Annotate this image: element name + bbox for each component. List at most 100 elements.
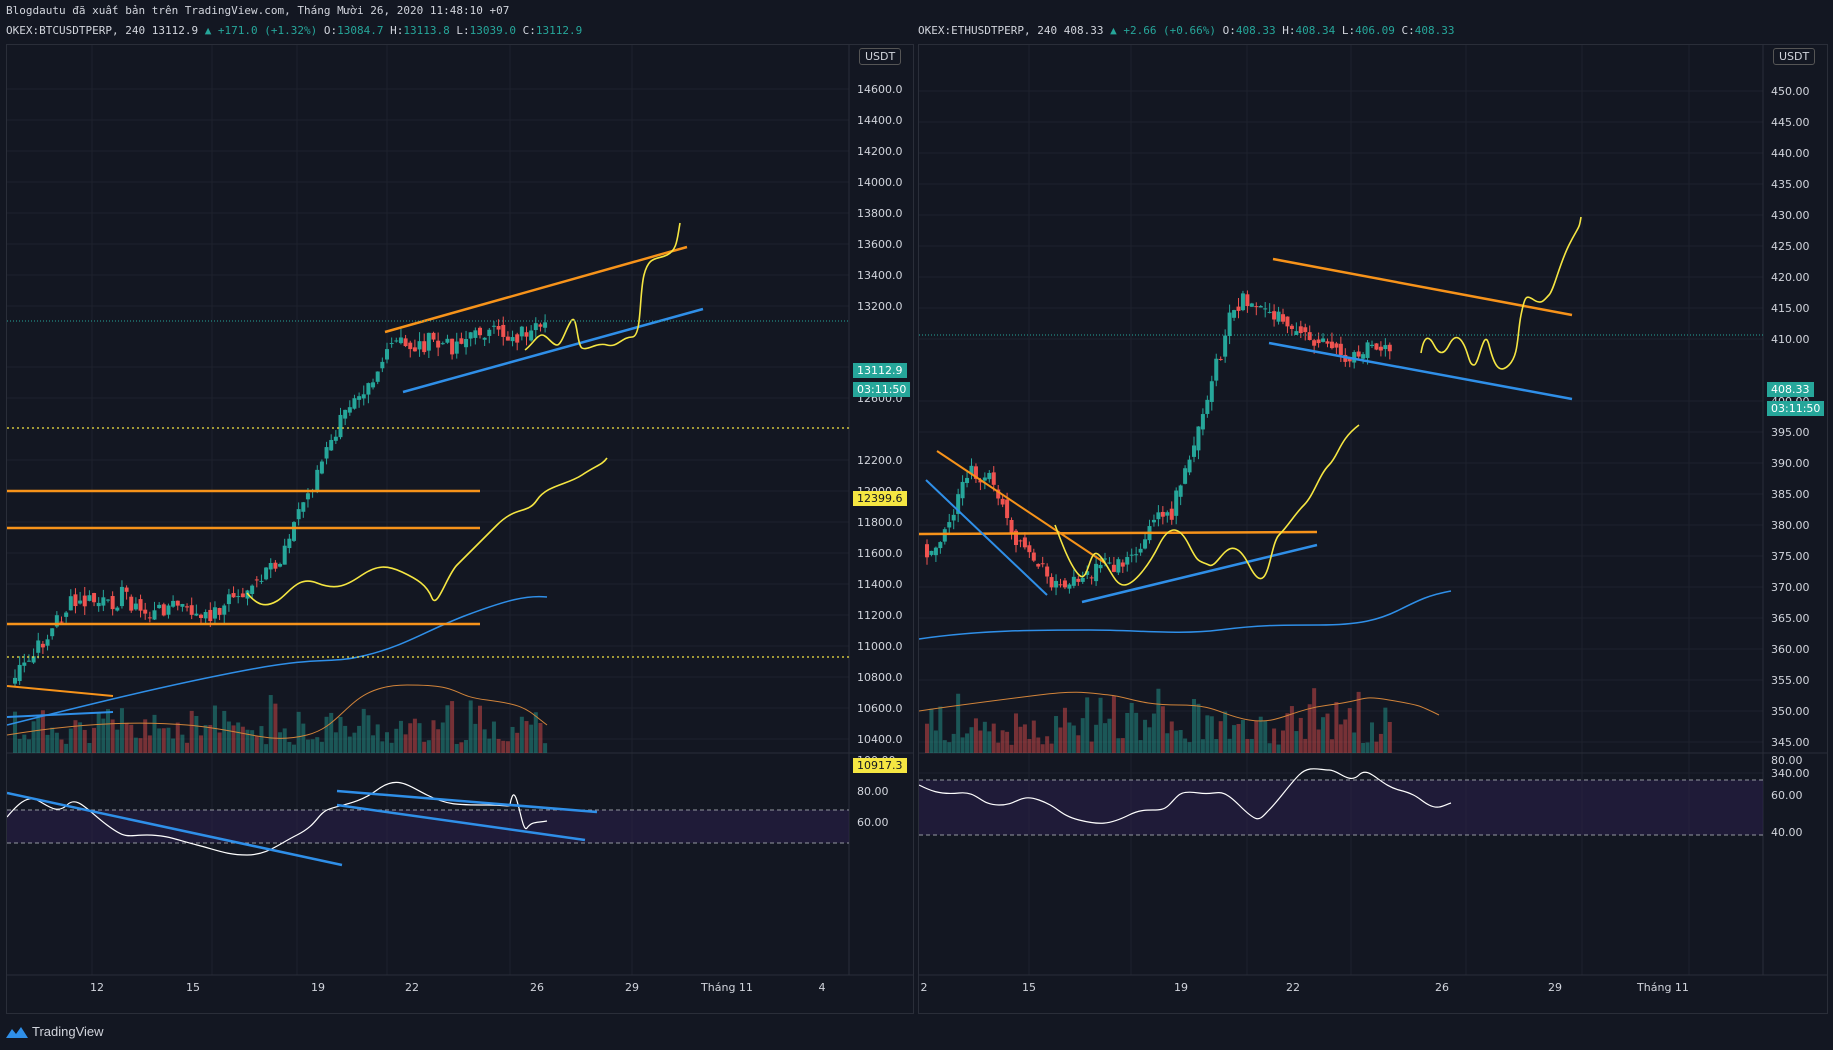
candle [1076, 578, 1081, 582]
volume-bar [1361, 742, 1366, 753]
volume-bar [385, 732, 389, 753]
price-axis-label: 445.00 [1771, 116, 1810, 129]
volume-bar [1000, 730, 1005, 753]
volume-bar [1027, 738, 1032, 753]
volume-bar [1352, 732, 1357, 753]
volume-bar [68, 728, 73, 753]
candle [124, 587, 129, 592]
candle [1338, 343, 1343, 356]
candle [1183, 468, 1188, 484]
volume-bar [515, 732, 520, 753]
volume-bar [1370, 722, 1374, 753]
btc-symbol-line: OKEX:BTCUSDTPERP, 240 13112.9 ▲ +171.0 (… [6, 24, 582, 37]
volume-bar [329, 712, 334, 753]
volume-bar [78, 722, 83, 753]
volume-bar [115, 729, 120, 753]
volume-bar [347, 736, 352, 753]
candle [1062, 580, 1067, 588]
price-axis-label: 425.00 [1771, 240, 1810, 253]
volume-bar [1298, 717, 1303, 753]
volume-bar [487, 738, 492, 753]
volume-bar [1294, 731, 1299, 753]
candle [175, 600, 180, 606]
candle [287, 538, 292, 549]
tradingview-brand[interactable]: TradingView [6, 1024, 104, 1039]
candle [22, 662, 27, 666]
eth-chart-canvas[interactable]: 450.00 445.00 440.00 435.00 430.00 425.00 420.… [919, 45, 1827, 1013]
volume-bar [1080, 718, 1085, 753]
candle [436, 340, 441, 348]
time-axis-label: 4 [819, 981, 826, 994]
candle [1227, 312, 1232, 337]
volume-bar [282, 728, 287, 753]
volume-bar [1018, 726, 1023, 753]
volume-bar [119, 708, 124, 753]
rsi-band [919, 780, 1763, 835]
eth-high-label: H: [1282, 24, 1296, 37]
volume-bar [1343, 719, 1348, 753]
volume-bar [1183, 738, 1188, 753]
candle [157, 604, 162, 609]
volume-bar [194, 716, 199, 753]
candle [464, 338, 469, 348]
volume-bar [319, 741, 324, 753]
volume-bar [973, 718, 978, 753]
channel-upper-line [384, 245, 688, 334]
volume-bar [157, 728, 162, 753]
volume-bar [1249, 738, 1254, 753]
volume-bar [450, 701, 455, 753]
candle [1103, 558, 1107, 560]
candle [324, 447, 329, 459]
btc-currency-badge[interactable]: USDT [859, 48, 902, 65]
volume-bar [982, 721, 987, 753]
candle [357, 396, 362, 400]
btc-chart-panel[interactable]: 14600.0 14400.0 14200.0 14000.0 13800.0 13600… [6, 44, 914, 1014]
projection-curve [524, 222, 681, 351]
candle [1098, 564, 1103, 569]
volume-bar [180, 734, 185, 753]
candle [1205, 399, 1210, 414]
candle [505, 336, 510, 341]
candle [1267, 311, 1272, 313]
rsi-trend-line [336, 803, 586, 842]
btc-chart-canvas[interactable]: 14600.0 14400.0 14200.0 14000.0 13800.0 13600… [7, 45, 913, 1013]
btc-low-label: L: [456, 24, 470, 37]
volume-bar [166, 727, 171, 753]
eth-symbol[interactable]: OKEX:ETHUSDTPERP, 240 [918, 24, 1058, 37]
eth-currency-badge[interactable]: USDT [1773, 48, 1816, 65]
eth-close-label: C: [1401, 24, 1415, 37]
price-axis-label: 10800.0 [857, 671, 903, 684]
candle [1054, 580, 1059, 588]
eth-chart-panel[interactable]: 450.00 445.00 440.00 435.00 430.00 425.00 420.… [918, 44, 1828, 1014]
btc-symbol[interactable]: OKEX:BTCUSDTPERP, 240 [6, 24, 146, 37]
candle [956, 494, 961, 514]
btc-low: 13039.0 [469, 24, 516, 37]
volume-bar [1116, 738, 1121, 753]
tradingview-logo-icon [6, 1026, 28, 1038]
candle [319, 461, 324, 474]
rsi-axis-label: 40.00 [1771, 826, 1803, 839]
price-axis-label: 375.00 [1771, 550, 1810, 563]
eth-close: 408.33 [1414, 24, 1455, 37]
candle [54, 615, 59, 627]
volume-bar [1240, 720, 1245, 753]
candle [1294, 331, 1299, 335]
candle [296, 509, 301, 520]
candle [431, 332, 436, 340]
volume-bar [538, 722, 543, 753]
volume-bar [991, 723, 996, 753]
candle [1067, 584, 1072, 589]
volume-bar [1058, 727, 1063, 753]
volume-bar [138, 738, 143, 753]
btc-high: 13113.8 [403, 24, 450, 37]
price-axis-label: 435.00 [1771, 178, 1810, 191]
candle [380, 361, 385, 369]
candle [1031, 552, 1036, 561]
volume-bar [454, 744, 459, 753]
time-axis-label: 19 [311, 981, 325, 994]
candle [64, 612, 69, 617]
volume-ma-line [919, 691, 1440, 722]
volume-bar [1356, 691, 1361, 753]
candle [389, 343, 394, 345]
price-axis-label: 12200.0 [857, 454, 903, 467]
